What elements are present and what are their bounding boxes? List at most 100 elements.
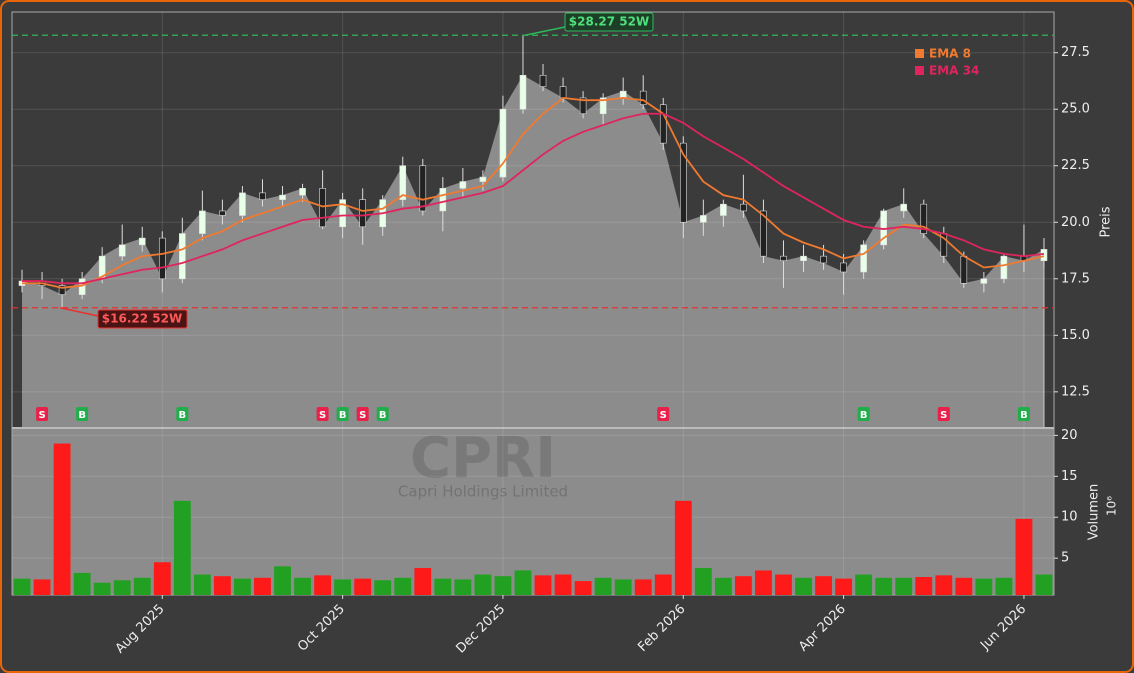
candle-body (559, 86, 567, 99)
volume-bar (213, 576, 231, 595)
volume-bar (133, 577, 151, 595)
signal-box (356, 407, 369, 421)
volume-bar (895, 577, 913, 595)
candle-body (800, 255, 807, 261)
volume-bar (694, 567, 712, 595)
signal-label: B (78, 410, 86, 421)
candle-body (920, 203, 928, 234)
volume-bar (454, 579, 472, 595)
volume-bar (915, 576, 933, 595)
volume-bar (935, 575, 953, 595)
volume-bar (1035, 574, 1053, 595)
legend-swatch (915, 66, 924, 75)
volume-bar (955, 577, 973, 595)
plot-border (11, 11, 1055, 596)
volume-bar (394, 577, 412, 595)
volume-bar (815, 576, 832, 595)
signal-box (376, 407, 389, 421)
volume-bar (234, 578, 251, 595)
volume-bar (153, 562, 171, 595)
signal-label: S (38, 410, 45, 421)
candle-body (860, 244, 867, 273)
volume-bar (975, 578, 993, 595)
volume-bar (274, 566, 291, 595)
volume-bar (714, 577, 732, 595)
candle-body (980, 278, 988, 284)
signal-box (657, 407, 670, 421)
candle-body (539, 75, 547, 87)
candle-body (239, 192, 246, 216)
low-label: $16.22 52W (102, 312, 182, 326)
signal-box (316, 407, 329, 421)
candle-body (199, 210, 206, 234)
volume-bar (1015, 518, 1033, 595)
legend-label: EMA 34 (929, 64, 979, 78)
candle-body (219, 210, 226, 216)
legend-label: EMA 8 (929, 47, 971, 61)
volume-bar (634, 579, 652, 595)
volume-bar (113, 580, 131, 595)
volume-bar (254, 577, 271, 595)
candle-body (58, 285, 66, 295)
candle-body (419, 165, 427, 212)
signal-label: B (860, 410, 868, 421)
volume-bar (294, 577, 311, 595)
candle-body (900, 203, 908, 212)
candle-body (780, 255, 787, 261)
candle-body (299, 188, 306, 196)
candle-body (659, 104, 667, 144)
y-tick-label: 22.5 (1061, 158, 1090, 173)
volume-bar (374, 580, 392, 595)
ema-line (22, 112, 1045, 285)
volume-bar (554, 574, 572, 595)
y-tick-label: 12.5 (1061, 384, 1090, 399)
volume-bar (193, 574, 211, 595)
volume-bar (434, 578, 452, 595)
price-area (22, 75, 1044, 428)
signal-box (176, 407, 189, 421)
candle-body (359, 199, 366, 228)
signal-box (76, 407, 89, 421)
volume-bar (334, 579, 352, 595)
volume-bar (33, 579, 51, 595)
watermark-company: Capri Holdings Limited (398, 483, 568, 501)
candle-body (179, 233, 186, 280)
volume-bar (173, 500, 191, 595)
volume-bar (875, 577, 893, 595)
candle-body (118, 244, 126, 257)
y2-tick-label: 10 (1061, 510, 1078, 525)
candle-body (259, 192, 266, 200)
candle-body (1000, 255, 1008, 280)
candle-body (459, 181, 467, 189)
y2-axis-label: Volumen (1087, 484, 1102, 541)
candle-body (639, 90, 647, 105)
y2-tick-label: 15 (1061, 469, 1078, 484)
signal-label: S (940, 410, 947, 421)
volume-bar (775, 574, 792, 595)
watermark-ticker: CPRI (410, 426, 556, 491)
signal-label: B (339, 410, 347, 421)
signal-box (1017, 407, 1030, 421)
high-label-box (564, 12, 654, 32)
signal-label: B (1020, 410, 1028, 421)
low-arrow (59, 306, 99, 317)
volume-bar (755, 570, 772, 595)
candle-body (579, 97, 587, 115)
high-label: $28.27 52W (569, 15, 649, 29)
candle-body (339, 199, 346, 228)
volume-bar (674, 500, 692, 595)
y-tick-label: 25.0 (1061, 102, 1090, 117)
volume-bar (93, 582, 111, 595)
volume-bar (354, 578, 372, 595)
candle-body (840, 262, 847, 273)
candle-body (499, 108, 507, 178)
candle-body (619, 90, 627, 99)
signal-label: B (179, 410, 187, 421)
volume-bar (314, 575, 332, 595)
volume-bar (73, 572, 91, 595)
volume-bar (534, 575, 552, 595)
volume-bar (414, 567, 432, 595)
candle-body (319, 188, 326, 228)
